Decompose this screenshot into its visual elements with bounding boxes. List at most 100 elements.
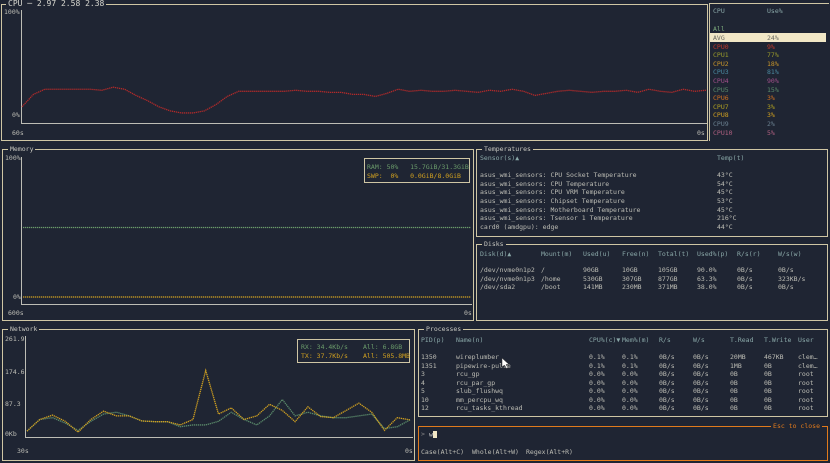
process-cell[interactable]: 0B/s: [693, 370, 709, 379]
process-cell[interactable]: 20MB: [730, 353, 746, 361]
process-cell[interactable]: 0B/s: [693, 395, 709, 404]
process-cell[interactable]: 0.1%: [589, 353, 605, 361]
process-col-header[interactable]: R/s: [659, 336, 671, 344]
cpu-list-name[interactable]: CPU6: [713, 94, 729, 103]
process-cell[interactable]: 0B: [764, 395, 772, 404]
disk-col-header[interactable]: R/s(r): [737, 250, 761, 258]
process-cell[interactable]: 0B/s: [693, 404, 709, 413]
process-cell[interactable]: rcu_gp: [456, 370, 480, 379]
process-cell[interactable]: root: [798, 378, 814, 387]
cpu-list-name[interactable]: CPU1: [713, 51, 729, 60]
disk-col-header[interactable]: Used%(p): [697, 250, 729, 258]
cpu-list-name[interactable]: CPU4: [713, 77, 729, 85]
process-cell[interactable]: 0B/s: [659, 404, 675, 413]
process-cell[interactable]: clem…: [798, 361, 818, 370]
process-cell[interactable]: 0B: [764, 404, 772, 413]
disk-col-header[interactable]: Total(t): [658, 250, 690, 258]
process-col-header[interactable]: User: [798, 336, 814, 344]
cpu-list-name[interactable]: AVG: [713, 34, 725, 42]
process-col-header[interactable]: T.Write: [764, 336, 792, 344]
cpu-list-selected-row[interactable]: [710, 33, 826, 42]
process-cell[interactable]: 3: [421, 370, 425, 379]
cpu-list-name[interactable]: CPU2: [713, 59, 729, 68]
cpu-list-name[interactable]: CPU3: [713, 68, 729, 77]
process-cell[interactable]: root: [798, 404, 814, 413]
process-cell[interactable]: 0B/s: [693, 378, 709, 387]
process-cell[interactable]: 0.0%: [622, 378, 638, 387]
process-cell[interactable]: 0B/s: [659, 361, 675, 370]
process-cell[interactable]: 0B/s: [693, 353, 709, 361]
process-cell[interactable]: 0B: [730, 370, 738, 379]
process-cell[interactable]: mm_percpu_wq: [456, 395, 503, 404]
process-cell[interactable]: wireplumber: [456, 353, 500, 361]
process-cell[interactable]: slub_flushwq: [456, 387, 503, 396]
search-option[interactable]: Whole(Alt+W): [472, 448, 519, 456]
process-cell[interactable]: 4: [421, 378, 425, 387]
process-cell[interactable]: 1351: [421, 361, 437, 370]
process-cell[interactable]: 1MB: [730, 361, 742, 370]
process-cell[interactable]: clem…: [798, 353, 818, 361]
disk-col-header[interactable]: Free(n): [622, 250, 650, 258]
process-cell[interactable]: 1350: [421, 353, 437, 361]
process-col-header[interactable]: W/s: [693, 336, 705, 344]
process-cell[interactable]: 0.0%: [589, 387, 605, 396]
process-cell[interactable]: 0B/s: [659, 387, 675, 396]
temp-col-sensor[interactable]: Sensor(s)▲: [480, 154, 520, 162]
process-cell[interactable]: 0B/s: [693, 361, 709, 370]
search-option[interactable]: Case(Alt+C): [421, 448, 465, 456]
process-cell[interactable]: 0B/s: [693, 387, 709, 396]
disk-col-header[interactable]: Disk(d)▲: [480, 250, 512, 258]
process-cell[interactable]: 0.1%: [589, 361, 605, 370]
cpu-list-name[interactable]: CPU0: [713, 42, 729, 51]
process-col-header[interactable]: Mem%(m): [622, 336, 650, 344]
process-cell[interactable]: 0B: [730, 387, 738, 396]
process-cell[interactable]: 0.0%: [622, 387, 638, 396]
search-input[interactable]: w: [429, 431, 437, 438]
cpu-list-name[interactable]: CPU9: [713, 120, 729, 128]
temp-col-temp[interactable]: Temp(t): [717, 154, 745, 162]
process-cell[interactable]: 0B/s: [659, 378, 675, 387]
process-cell[interactable]: 0.1%: [622, 361, 638, 370]
process-cell[interactable]: 0B: [730, 404, 738, 413]
process-col-header[interactable]: CPU%(c)▼: [589, 336, 621, 344]
process-cell[interactable]: 12: [421, 404, 429, 413]
process-cell[interactable]: 10: [421, 395, 429, 404]
process-cell[interactable]: 0.0%: [622, 404, 638, 413]
process-cell[interactable]: 0.0%: [622, 370, 638, 379]
process-cell[interactable]: 0B: [730, 378, 738, 387]
cpu-list-name[interactable]: CPU7: [713, 102, 729, 111]
process-cell[interactable]: 0B/s: [659, 370, 675, 379]
process-cell[interactable]: 0.0%: [589, 395, 605, 404]
cpu-list-name[interactable]: CPU8: [713, 111, 729, 120]
process-cell[interactable]: root: [798, 387, 814, 396]
cpu-list-name[interactable]: CPU5: [713, 85, 729, 94]
process-cell[interactable]: 0.0%: [589, 378, 605, 387]
process-cell[interactable]: 0.0%: [589, 404, 605, 413]
disk-col-header[interactable]: W/s(w): [778, 250, 802, 258]
process-cell[interactable]: 0B: [730, 395, 738, 404]
disk-col-header[interactable]: Used(u): [583, 250, 611, 258]
process-cell[interactable]: 0B/s: [659, 395, 675, 404]
process-cell[interactable]: rcu_par_gp: [456, 378, 496, 387]
cpu-list-name[interactable]: CPU10: [713, 128, 733, 137]
process-col-header[interactable]: T.Read: [730, 336, 754, 344]
process-cell[interactable]: 467KB: [764, 353, 784, 361]
process-cell[interactable]: 0.1%: [622, 353, 638, 361]
cpu-list-all[interactable]: All: [713, 25, 725, 33]
process-cell[interactable]: 0B/s: [659, 353, 675, 361]
process-cell[interactable]: 0B: [764, 361, 772, 370]
process-cell[interactable]: root: [798, 395, 814, 404]
process-cell[interactable]: rcu_tasks_kthread: [456, 404, 523, 413]
process-cell[interactable]: 0.0%: [589, 370, 605, 379]
process-col-header[interactable]: Name(n): [456, 336, 484, 344]
disk-col-header[interactable]: Mount(m): [541, 250, 573, 258]
process-cell[interactable]: 0.0%: [622, 395, 638, 404]
search-close-hint[interactable]: Esc to close: [771, 422, 822, 430]
process-cell[interactable]: 5: [421, 387, 425, 396]
process-cell[interactable]: pipewire-pulse: [456, 361, 511, 370]
process-cell[interactable]: 0B: [764, 370, 772, 379]
process-cell[interactable]: root: [798, 370, 814, 379]
process-col-header[interactable]: PID(p): [421, 336, 445, 344]
process-cell[interactable]: 0B: [764, 378, 772, 387]
search-option[interactable]: Regex(Alt+R): [526, 448, 573, 456]
